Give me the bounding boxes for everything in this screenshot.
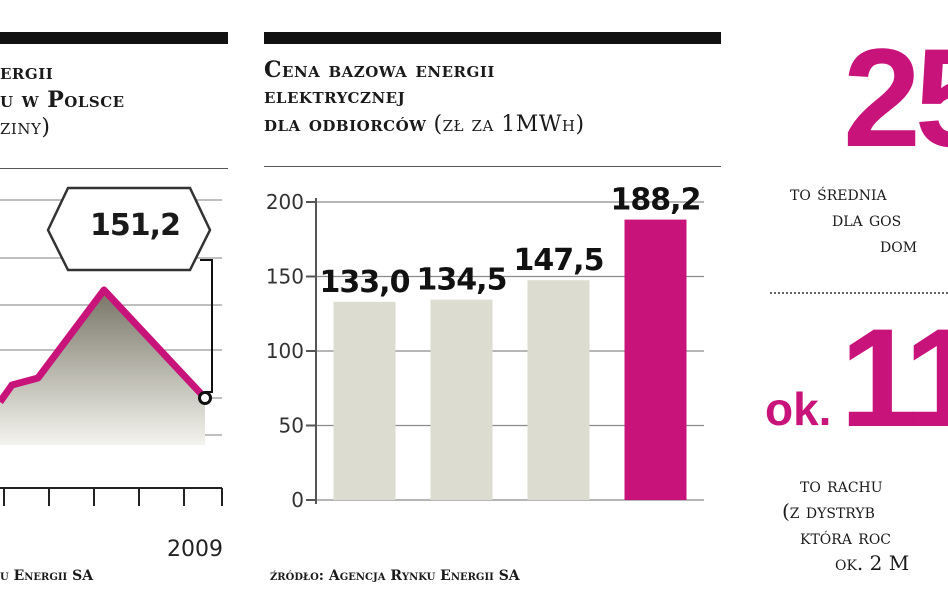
- stat1-value: 25: [843, 19, 948, 176]
- left-end-point: [198, 391, 212, 405]
- stat1-text-3: dom: [880, 233, 918, 257]
- chart-title-line-1: Cena bazowa energii: [264, 57, 495, 83]
- bar-value-label-2005: 133,0: [320, 265, 410, 300]
- chart-source: źródło: Agencja Rynku Energii SA: [270, 568, 520, 584]
- left-title-line-2: u w Polsce: [0, 87, 125, 113]
- y-tick-label: 50: [279, 414, 304, 438]
- left-callout-connector: [200, 259, 213, 393]
- left-title-line-3: ziny): [0, 115, 51, 140]
- left-title-line-1: ergii: [0, 59, 54, 85]
- bar-value-label-2008: 188,2: [611, 183, 701, 218]
- stat2-text-4: ok. 2 M: [835, 551, 910, 575]
- y-tick-label: 200: [266, 190, 304, 214]
- stat2-text-1: to rachu: [800, 473, 883, 497]
- chart-title-line-2: elektrycznej: [264, 83, 406, 109]
- left-callout-box: [46, 186, 212, 272]
- chart-title-line-3: dla odbiorców: [264, 111, 427, 137]
- bar-value-label-2007: 147,5: [514, 243, 604, 278]
- bar-2006: [430, 299, 493, 500]
- chart-title-unit: (zł za 1MWh): [433, 112, 585, 137]
- stat-divider: [770, 292, 948, 294]
- stat1-text-2: dla gos: [832, 207, 902, 231]
- left-x-label: 2009: [167, 537, 223, 562]
- left-title-rule: [0, 168, 228, 169]
- stat2-text-3: która roc: [800, 525, 892, 549]
- stat2-value: 11: [840, 299, 948, 456]
- left-series-line: [0, 286, 208, 405]
- bar-2005: [333, 301, 396, 500]
- bar-chart: 050100150200133,02005134,52006147,520071…: [266, 183, 704, 512]
- bar-2008: [624, 219, 687, 500]
- bar-value-label-2006: 134,5: [417, 263, 507, 298]
- left-line-chart: [0, 186, 223, 506]
- left-callout-value: 151,2: [90, 208, 181, 243]
- y-tick-label: 0: [291, 488, 304, 512]
- stat1-text-1: to średnia: [790, 181, 887, 205]
- center-panel-top-bar: [264, 32, 721, 44]
- bar-2007: [527, 280, 590, 500]
- stat2-prefix: ok.: [765, 383, 832, 435]
- center-title-rule: [264, 166, 721, 167]
- left-panel-top-bar: [0, 32, 228, 44]
- left-source: u Energii SA: [0, 568, 94, 584]
- stat2-text-2: (z dystryb: [782, 499, 875, 523]
- left-area-fill: [0, 290, 205, 445]
- y-tick-label: 150: [266, 265, 304, 289]
- y-tick-label: 100: [266, 339, 304, 363]
